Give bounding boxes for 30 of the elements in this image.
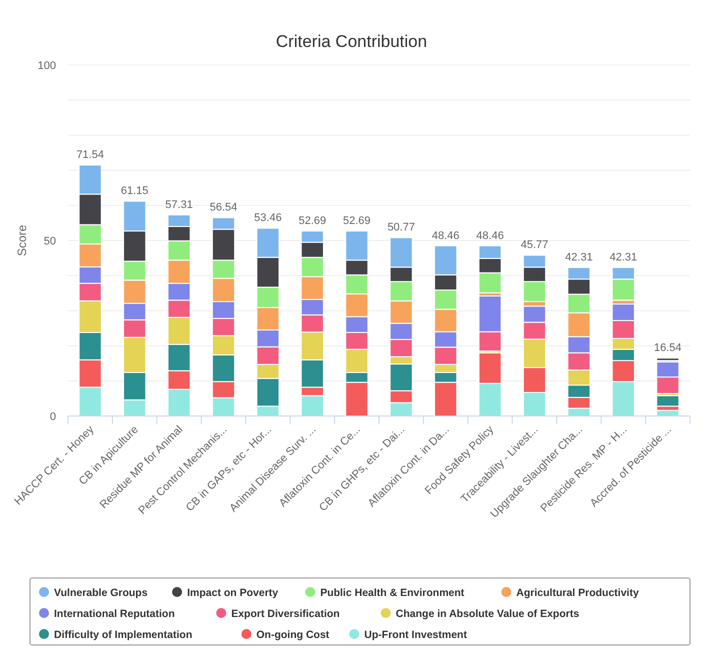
legend-label: Public Health & Environment (320, 587, 465, 599)
total-label: 56.54 (210, 202, 238, 214)
total-label: 52.69 (343, 215, 371, 228)
total-label: 16.54 (654, 342, 682, 354)
legend-label: International Reputation (54, 608, 175, 620)
total-label: 48.46 (476, 230, 504, 242)
total-label: 42.31 (565, 252, 593, 264)
total-label: 42.31 (610, 252, 638, 264)
y-tick-label: 0 (50, 411, 56, 423)
total-label: 57.31 (165, 198, 193, 211)
legend-label: Change in Absolute Value of Exports (396, 608, 580, 620)
y-tick-label: 50 (44, 236, 56, 248)
chart-title: Criteria Contribution (276, 32, 428, 51)
bar (656, 395, 680, 407)
total-label: 45.77 (520, 239, 548, 252)
legend-label: Agricultural Productivity (516, 587, 639, 599)
total-label: 61.15 (120, 185, 148, 198)
legend-label: Impact on Poverty (187, 587, 278, 599)
total-label: 52.69 (298, 215, 326, 228)
legend-label: Vulnerable Groups (54, 587, 148, 599)
legend-label: Up-Front Investment (364, 629, 468, 641)
total-label: 53.46 (254, 212, 282, 224)
legend-label: Export Diversification (231, 608, 340, 620)
y-axis-title: Score (15, 224, 29, 256)
total-label: 50.77 (387, 222, 415, 234)
legend-label: Difficulty of Implementation (54, 629, 192, 641)
total-label: 71.54 (76, 149, 104, 162)
legend-label: On-going Cost (256, 629, 330, 641)
y-tick-label: 100 (38, 60, 56, 72)
total-label: 48.46 (432, 230, 460, 242)
